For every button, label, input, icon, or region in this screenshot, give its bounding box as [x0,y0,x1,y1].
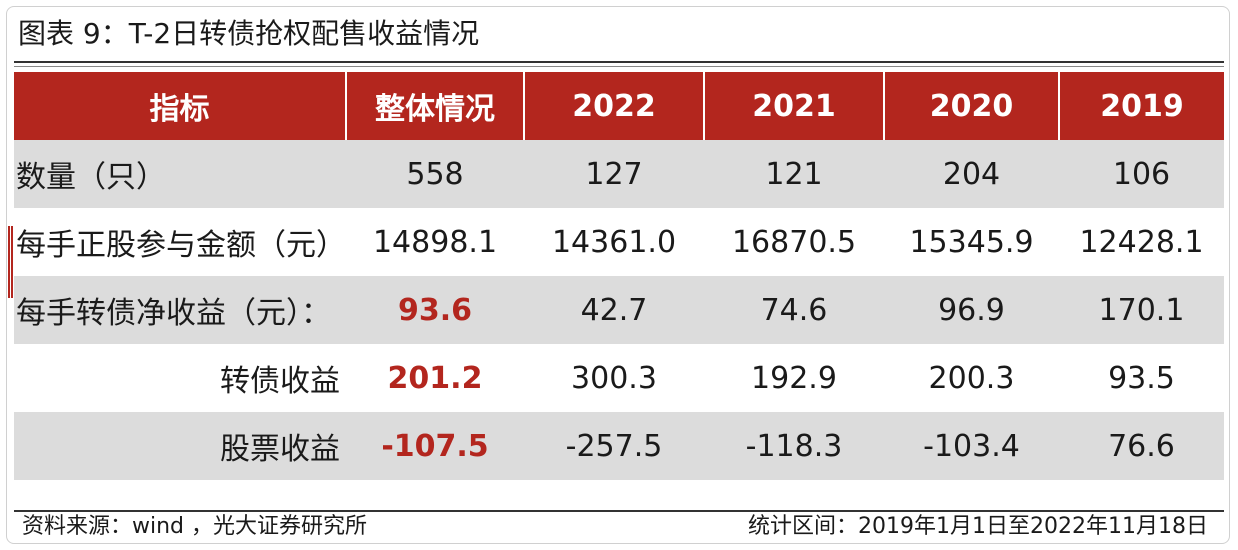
cell-2021: 121 [704,140,884,208]
side-marker [8,226,13,298]
cell-2020: 96.9 [884,276,1059,344]
header-2019: 2019 [1059,72,1224,140]
cell-2019: 12428.1 [1059,208,1224,276]
bottom-rule [14,510,1224,512]
cell-2019: 93.5 [1059,344,1224,412]
cell-overall: -107.5 [346,412,524,480]
row-label: 股票收益 [14,412,346,480]
cell-2022: 127 [524,140,704,208]
cell-2020: -103.4 [884,412,1059,480]
table-row-count: 数量（只） 558 127 121 204 106 [14,140,1224,208]
header-indicator: 指标 [14,72,347,140]
cell-2020: 200.3 [884,344,1059,412]
top-rule-thin [14,66,1224,67]
header-overall: 整体情况 [346,72,525,140]
row-label: 每手转债净收益（元）： [14,276,346,344]
top-rule [14,61,1224,63]
row-label: 转债收益 [14,344,346,412]
cell-overall: 201.2 [346,344,524,412]
cell-2020: 15345.9 [884,208,1059,276]
cell-2021: 16870.5 [704,208,884,276]
figure-title: 图表 9：T-2日转债抢权配售收益情况 [18,17,480,50]
table-row-stock-return: 股票收益 -107.5 -257.5 -118.3 -103.4 76.6 [14,412,1224,480]
cell-overall: 558 [346,140,524,208]
table-row-stock-amount: 每手正股参与金额（元） 14898.1 14361.0 16870.5 1534… [14,208,1224,276]
row-label: 每手正股参与金额（元） [14,208,346,276]
row-label: 数量（只） [14,140,346,208]
cell-overall: 93.6 [346,276,524,344]
header-2021: 2021 [704,72,885,140]
cell-2021: 74.6 [704,276,884,344]
cell-overall: 14898.1 [346,208,524,276]
cell-2019: 76.6 [1059,412,1224,480]
cell-2022: 14361.0 [524,208,704,276]
cell-2021: 192.9 [704,344,884,412]
data-table: 指标 整体情况 2022 2021 2020 2019 数量（只） 558 12… [14,72,1224,480]
header-2022: 2022 [524,72,705,140]
cell-2021: -118.3 [704,412,884,480]
cell-2022: 42.7 [524,276,704,344]
table-header-row: 指标 整体情况 2022 2021 2020 2019 [14,72,1224,140]
cell-2019: 106 [1059,140,1224,208]
cell-2022: 300.3 [524,344,704,412]
period-note: 统计区间：2019年1月1日至2022年11月18日 [748,514,1208,539]
header-2020: 2020 [884,72,1060,140]
cell-2019: 170.1 [1059,276,1224,344]
table-row-bond-return: 转债收益 201.2 300.3 192.9 200.3 93.5 [14,344,1224,412]
cell-2020: 204 [884,140,1059,208]
table-row-net-return: 每手转债净收益（元）： 93.6 42.7 74.6 96.9 170.1 [14,276,1224,344]
source-note: 资料来源：wind ，光大证券研究所 [22,514,368,539]
cell-2022: -257.5 [524,412,704,480]
